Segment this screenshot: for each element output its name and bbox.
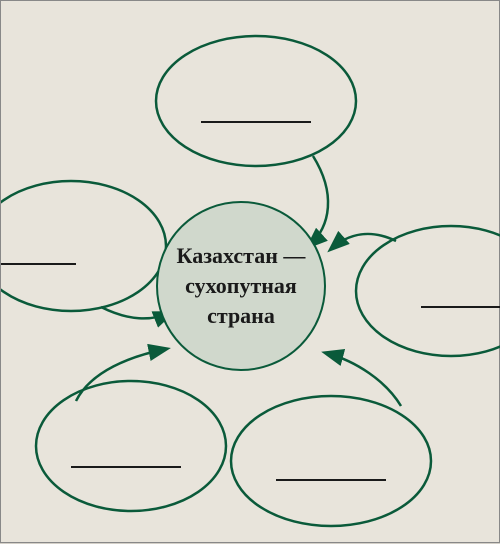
center-text-line: страна xyxy=(207,301,275,331)
petal-right xyxy=(356,226,500,356)
petal-top xyxy=(156,36,356,166)
blank-line-left xyxy=(1,263,76,265)
center-node: Казахстан —сухопутнаястрана xyxy=(156,201,326,371)
blank-line-top xyxy=(201,121,311,123)
center-text-line: Казахстан — xyxy=(177,241,306,271)
connector-arrow xyxy=(76,349,166,401)
center-text-line: сухопутная xyxy=(185,271,297,301)
blank-line-bottom-right xyxy=(276,479,386,481)
diagram-page: Казахстан —сухопутнаястрана xyxy=(0,0,500,543)
blank-line-right xyxy=(421,306,500,308)
connector-arrow xyxy=(326,353,401,406)
petal-bottom-right xyxy=(231,396,431,526)
connector-arrow xyxy=(331,234,396,249)
petal-left xyxy=(1,181,166,311)
petal-bottom-left xyxy=(36,381,226,511)
connector-arrow xyxy=(309,156,328,246)
blank-line-bottom-left xyxy=(71,466,181,468)
